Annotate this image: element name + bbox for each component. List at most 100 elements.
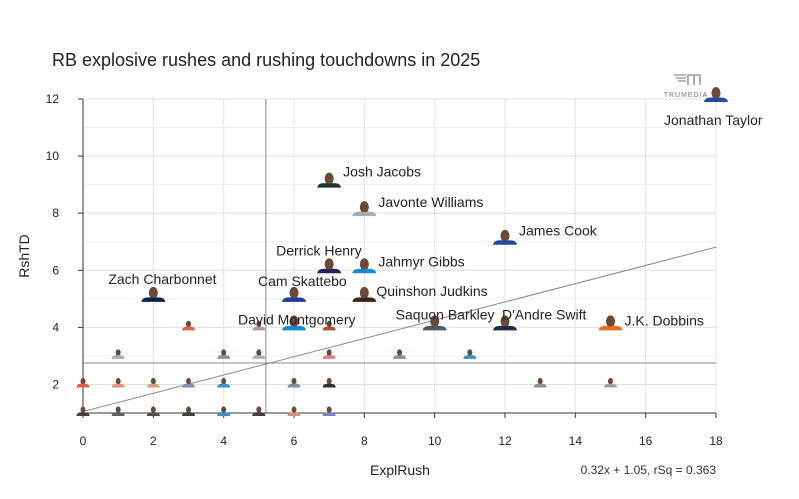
headshot-jersey — [111, 412, 125, 416]
headshot-face — [397, 349, 402, 356]
headshot-jersey — [181, 383, 196, 388]
headshot-face — [221, 377, 227, 385]
point-label: Jahmyr Gibbs — [378, 253, 464, 269]
player-point-labeled — [352, 258, 377, 274]
player-point-labeled — [282, 286, 306, 302]
y-tick-label: 6 — [52, 263, 59, 277]
headshot-jersey — [322, 412, 336, 416]
headshot-face — [115, 406, 121, 414]
headshot-jersey — [598, 325, 623, 331]
player-point — [181, 377, 196, 388]
point-label: J.K. Dobbins — [625, 312, 704, 328]
y-tick-label: 12 — [46, 92, 60, 106]
headshot-jersey — [217, 383, 231, 388]
trumedia-logo: TRUMEDIA — [656, 72, 716, 99]
x-tick-label: 8 — [361, 434, 368, 448]
headshot-jersey — [76, 383, 90, 388]
headshot-jersey — [217, 412, 231, 416]
point-label: Cam Skattebo — [258, 273, 347, 289]
headshot-face — [115, 377, 121, 385]
headshot-face — [80, 406, 86, 414]
headshot-jersey — [392, 355, 407, 359]
headshot-jersey — [352, 297, 377, 302]
x-tick-label: 4 — [220, 434, 227, 448]
headshot-jersey — [704, 97, 728, 102]
headshot-jersey — [603, 383, 618, 388]
headshot-jersey — [111, 383, 125, 388]
player-point — [392, 349, 407, 359]
headshot-jersey — [352, 268, 377, 274]
player-point — [287, 377, 301, 388]
player-point — [146, 406, 160, 416]
headshot-face — [359, 258, 369, 271]
player-point-labeled — [141, 286, 166, 302]
player-point — [252, 320, 266, 331]
point-labels: Jonathan Taylor Josh Jacobs Javonte Willia… — [108, 112, 763, 328]
brand-name: TRUMEDIA — [663, 92, 709, 99]
tick-labels: 0 2 4 6 8 10 12 14 16 18 2 4 6 8 10 12 — [46, 92, 723, 448]
headshot-face — [148, 286, 158, 299]
x-axis-label: ExplRush — [370, 462, 430, 478]
headshot-face — [500, 229, 510, 242]
headshot-face — [326, 377, 332, 385]
player-point-labeled — [317, 258, 342, 274]
player-point-labeled — [704, 87, 728, 102]
headshot-jersey — [317, 183, 342, 188]
headshot-face — [221, 406, 227, 414]
headshot-jersey — [146, 383, 160, 388]
player-point — [252, 406, 266, 416]
headshot-jersey — [463, 355, 477, 359]
player-point-labeled — [352, 201, 377, 217]
point-label: Derrick Henry — [276, 242, 362, 258]
chart-title: RB explosive rushes and rushing touchdow… — [52, 50, 481, 70]
player-point-labeled — [282, 315, 306, 331]
x-tick-label: 16 — [639, 434, 653, 448]
player-point-labeled — [493, 315, 517, 331]
headshot-face — [289, 315, 299, 328]
headshot-jersey — [493, 325, 517, 331]
headshot-face — [430, 315, 440, 328]
headshot-jersey — [252, 412, 266, 416]
headshot-face — [80, 377, 86, 385]
player-point-labeled — [317, 172, 342, 188]
y-tick-label: 4 — [52, 320, 59, 334]
player-point — [322, 377, 336, 388]
point-label: David Montgomery — [238, 311, 356, 327]
headshot-face — [537, 377, 543, 385]
headshot-jersey — [322, 326, 336, 331]
x-tick-label: 6 — [291, 434, 298, 448]
x-tick-label: 18 — [709, 434, 723, 448]
y-tick-label: 2 — [52, 377, 59, 391]
headshot-face — [326, 406, 332, 414]
fit-equation: 0.32x + 1.05, rSq = 0.363 — [580, 463, 716, 477]
headshot-jersey — [146, 412, 160, 416]
player-point — [287, 406, 301, 416]
headshot-jersey — [252, 326, 266, 331]
player-point — [463, 349, 477, 359]
grid — [82, 98, 717, 413]
headshot-face — [291, 377, 297, 385]
headshot-jersey — [252, 355, 266, 359]
player-point — [76, 406, 90, 416]
headshot-face — [291, 406, 297, 414]
y-tick-label: 10 — [46, 149, 60, 163]
y-tick-label: 8 — [52, 206, 59, 220]
headshot-jersey — [287, 383, 301, 388]
headshot-jersey — [322, 355, 336, 359]
headshot-jersey — [282, 297, 306, 302]
headshot-face — [608, 377, 613, 385]
player-point — [252, 349, 266, 359]
headshot-face — [186, 320, 191, 328]
headshot-face — [150, 406, 156, 414]
player-point — [322, 320, 336, 331]
headshot-jersey — [322, 383, 336, 388]
point-label: Saquon Barkley — [396, 306, 495, 322]
player-point-labeled — [493, 229, 517, 245]
headshot-face — [186, 377, 191, 385]
player-point — [322, 349, 336, 359]
x-tick-label: 12 — [498, 434, 512, 448]
headshot-jersey — [76, 412, 90, 416]
headshot-face — [324, 172, 334, 185]
headshot-face — [115, 349, 121, 356]
